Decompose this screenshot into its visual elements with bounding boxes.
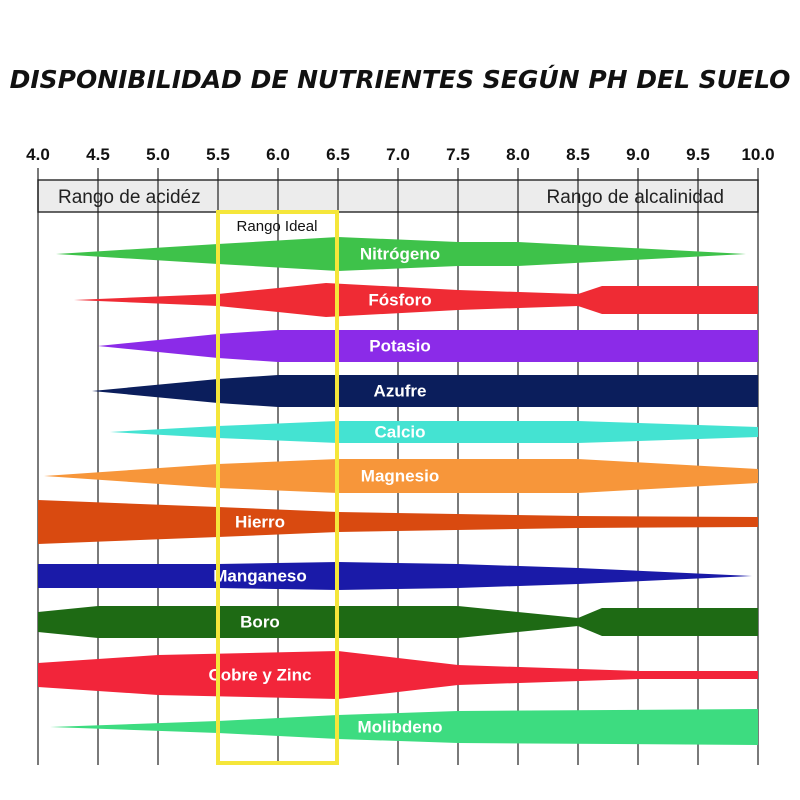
nutrient-label: Boro (240, 612, 280, 631)
nutrient-band (98, 330, 758, 362)
nutrient-label: Potasio (369, 336, 430, 355)
chart-title: DISPONIBILIDAD DE NUTRIENTES SEGÚN PH DE… (10, 64, 791, 94)
ideal-range-label: Rango Ideal (237, 218, 318, 235)
x-tick-label: 5.5 (206, 145, 230, 164)
nutrient-band (92, 375, 758, 407)
x-tick-label: 6.5 (326, 145, 350, 164)
nutrient-band (38, 651, 758, 699)
nutrient-label: Hierro (235, 512, 285, 531)
nutrient-band (110, 421, 758, 443)
nutrient-label: Manganeso (213, 566, 307, 585)
x-tick-label: 9.5 (686, 145, 710, 164)
x-tick-label: 7.0 (386, 145, 410, 164)
nutrient-band (44, 459, 758, 493)
acidity-label: Rango de acidéz (58, 187, 201, 208)
nutrient-band (56, 237, 746, 271)
nutrient-label: Azufre (374, 381, 427, 400)
nutrient-label: Molibdeno (358, 717, 443, 736)
x-tick-label: 5.0 (146, 145, 170, 164)
nutrient-label: Fósforo (368, 290, 431, 309)
nutrient-band (38, 562, 752, 590)
alkalinity-label: Rango de alcalinidad (547, 187, 724, 208)
nutrient-label: Nitrógeno (360, 244, 440, 263)
x-tick-label: 6.0 (266, 145, 290, 164)
x-tick-label: 9.0 (626, 145, 650, 164)
x-tick-label: 10.0 (741, 145, 774, 164)
nutrient-band (38, 606, 758, 638)
ideal-range-box (216, 210, 339, 765)
x-tick-label: 4.0 (26, 145, 50, 164)
x-tick-label: 4.5 (86, 145, 110, 164)
x-tick-label: 8.0 (506, 145, 530, 164)
x-tick-label: 8.5 (566, 145, 590, 164)
nutrient-label: Magnesio (361, 466, 439, 485)
nutrient-label: Calcio (374, 422, 425, 441)
x-tick-label: 7.5 (446, 145, 470, 164)
nutrient-band (50, 709, 758, 745)
nutrient-band (74, 283, 758, 317)
nutrient-label: Cobre y Zinc (209, 665, 312, 684)
